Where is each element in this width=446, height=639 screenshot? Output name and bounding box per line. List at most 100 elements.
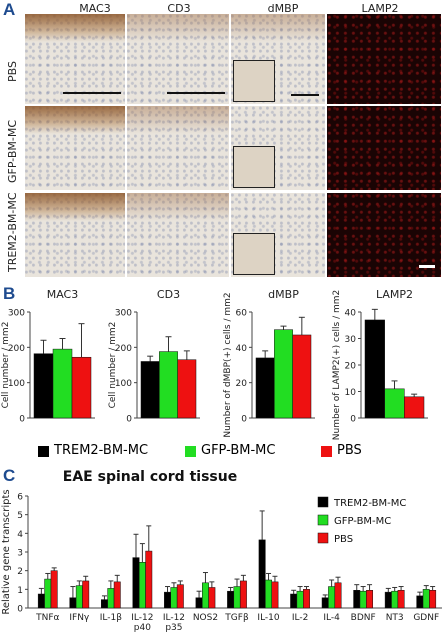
y-tick-label: 200 [8, 344, 25, 354]
x-tick-label: IL-12 [131, 613, 153, 623]
bar [170, 587, 178, 609]
bar [138, 562, 146, 609]
chart-title: MAC3 [47, 288, 79, 301]
bar [177, 359, 197, 419]
bar [75, 585, 83, 609]
bar [366, 590, 374, 609]
legend-label: PBS [334, 534, 353, 545]
y-tick-label: 100 [115, 379, 132, 389]
micrograph-inset [233, 233, 275, 275]
micrograph-gfp-dmbp [231, 106, 325, 190]
legend-b: TREM2-BM-MC GFP-BM-MC PBS [38, 443, 446, 459]
legend-label-trem2: TREM2-BM-MC [54, 443, 149, 458]
y-axis-label: Number of LAMP2(+) cells / mm2 [332, 290, 342, 440]
bar [321, 597, 329, 609]
bar [82, 580, 90, 609]
bar [159, 351, 178, 419]
bar [50, 570, 58, 609]
bar [404, 396, 425, 419]
micrograph-trem2-dmbp [231, 193, 325, 277]
micrograph-gfp-lamp2 [327, 106, 441, 190]
bar [71, 356, 92, 419]
bar [429, 590, 437, 609]
bar [233, 586, 241, 609]
bar [208, 587, 216, 609]
y-tick-label: 5 [17, 511, 23, 521]
bar [33, 353, 54, 419]
micrograph-gfp-mac3 [25, 106, 125, 190]
micrograph-inset [233, 60, 275, 102]
y-tick-label: 0 [241, 415, 247, 425]
x-tick-label: IL-2 [292, 613, 308, 623]
y-tick-label: 200 [115, 344, 132, 354]
legend-swatch-pbs [321, 446, 332, 457]
legend-label: TREM2-BM-MC [333, 498, 406, 509]
bar [292, 334, 312, 419]
bar [164, 591, 171, 609]
bar [107, 588, 115, 609]
panel-c-chart: EAE spinal cord tissue 0 1 2 3 4 5 6 Relative ge… [1, 469, 442, 633]
bar [353, 590, 361, 609]
x-tick-label: IL-1β [100, 613, 122, 623]
bar [100, 599, 108, 609]
legend-swatch-trem2 [38, 446, 49, 457]
y-tick-label: 3 [17, 549, 23, 559]
micrograph-pbs-lamp2 [327, 14, 441, 104]
y-tick-label: 300 [115, 309, 132, 319]
bar [296, 590, 304, 609]
x-tick-label: IL-12 [163, 613, 185, 623]
bar [384, 388, 405, 419]
legend-label-pbs: PBS [337, 443, 362, 458]
bar [132, 557, 140, 609]
y-tick-label: 40 [345, 309, 357, 319]
bar [274, 329, 293, 419]
bar [422, 589, 430, 609]
x-tick-label: BDNF [351, 613, 376, 623]
row-label-trem2: TREM2-BM-MC [6, 192, 19, 272]
y-tick-label: 0 [126, 415, 132, 425]
bar [195, 597, 203, 609]
x-tick-label: IL-4 [323, 613, 340, 623]
micrograph-trem2-mac3 [25, 193, 125, 277]
bar [265, 579, 272, 609]
x-tick-label: TGFβ [224, 613, 249, 623]
micrograph-pbs-mac3 [25, 14, 125, 104]
y-axis-label: Cell number / mm2 [108, 322, 118, 409]
y-tick-label: 0 [17, 605, 23, 615]
y-tick-label: 1 [17, 586, 23, 596]
bar [359, 590, 367, 609]
bar [113, 581, 121, 609]
scale-bar [63, 92, 121, 94]
bar [384, 591, 392, 609]
bar [69, 597, 77, 609]
y-tick-label: 2 [17, 567, 23, 577]
micrograph-gfp-cd3 [127, 106, 229, 190]
legend-swatch [317, 532, 329, 544]
y-tick-label: 4 [17, 530, 23, 540]
bar [334, 582, 342, 609]
y-tick-label: 10 [345, 388, 357, 398]
bar [52, 348, 73, 419]
bar [176, 584, 184, 609]
column-header-cd3: CD3 [167, 2, 191, 15]
y-axis-label: Relative gene transcripts [1, 489, 12, 614]
micrograph-pbs-cd3 [127, 14, 229, 104]
x-tick-label: p40 [134, 623, 151, 633]
legend-swatch-gfp [185, 446, 196, 457]
scale-bar [291, 94, 319, 96]
bar [391, 590, 399, 609]
column-header-lamp2: LAMP2 [361, 2, 399, 15]
bar [44, 578, 52, 609]
x-tick-label: p35 [165, 623, 182, 633]
bar [37, 593, 45, 609]
y-axis-label: Cell number / mm2 [1, 322, 11, 409]
bar [227, 590, 235, 609]
bar [416, 595, 424, 609]
micrograph-pbs-dmbp [231, 14, 325, 104]
legend-swatch [317, 496, 329, 508]
x-tick-label: TNFα [35, 613, 59, 623]
x-tick-label: NOS2 [193, 613, 218, 623]
micrograph-inset [233, 146, 275, 188]
bar [239, 580, 247, 609]
